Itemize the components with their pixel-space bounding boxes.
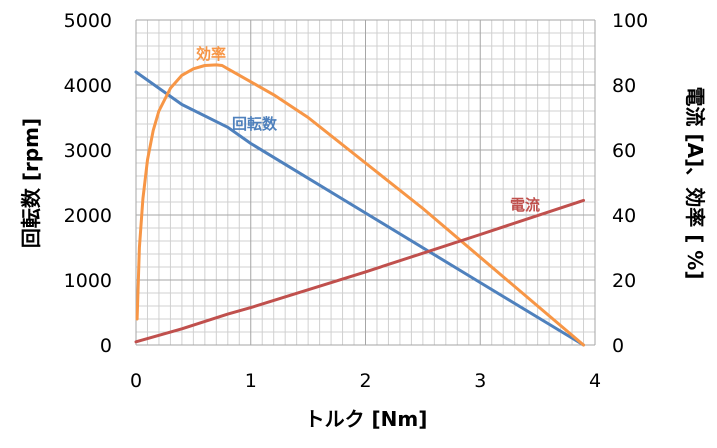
x-tick-label: 0	[130, 370, 142, 392]
y-right-tick-label: 100	[612, 10, 648, 32]
y-left-tick-label: 0	[100, 335, 112, 357]
y-right-tick-label: 20	[612, 270, 636, 292]
y-right-tick-label: 80	[612, 75, 636, 97]
y-axis-right-label: 電流 [A]、効率 [ %]	[683, 87, 707, 280]
series-line-right	[134, 198, 585, 344]
y-right-tick-label: 40	[612, 205, 636, 227]
x-tick-label: 3	[474, 370, 486, 392]
series-line-right	[135, 63, 585, 347]
x-tick-label: 4	[589, 370, 601, 392]
series-annotation: 回転数	[232, 115, 278, 133]
series-layer	[134, 63, 585, 347]
series-annotation: 効率	[196, 45, 226, 63]
y-left-tick-label: 2000	[64, 205, 112, 227]
y-right-tick-label: 0	[612, 335, 624, 357]
y-right-tick-label: 60	[612, 140, 636, 162]
y-axis-left-label: 回転数 [rpm]	[19, 118, 43, 248]
y-left-tick-label: 3000	[64, 140, 112, 162]
x-tick-label: 2	[359, 370, 371, 392]
series-line-left	[134, 70, 585, 347]
y-left-tick-label: 5000	[64, 10, 112, 32]
series-annotation: 電流	[510, 196, 540, 214]
y-left-tick-label: 4000	[64, 75, 112, 97]
y-left-tick-label: 1000	[64, 270, 112, 292]
x-axis-label: トルク [Nm]	[305, 407, 428, 431]
x-tick-label: 1	[245, 370, 257, 392]
major-gridlines	[135, 19, 596, 346]
